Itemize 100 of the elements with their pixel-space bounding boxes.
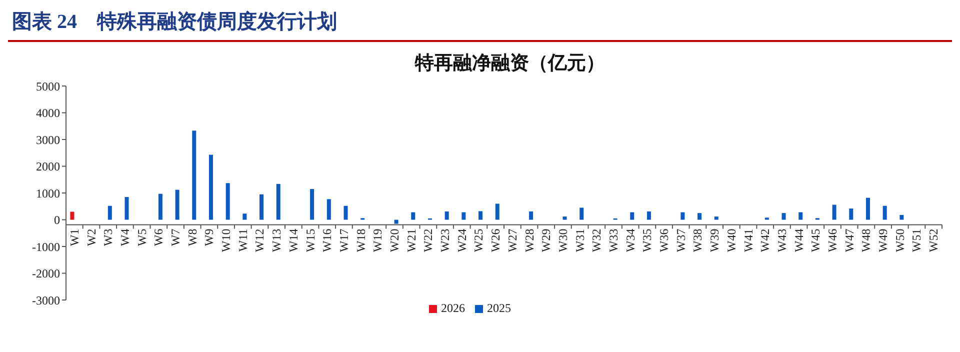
bar: [310, 188, 314, 220]
bar: [698, 213, 702, 220]
bar: [394, 220, 398, 224]
y-tick-label: 3000: [36, 132, 60, 147]
bar: [444, 211, 449, 220]
bar: [798, 212, 803, 220]
x-tick-label: W11: [236, 228, 250, 252]
x-tick-label: W18: [354, 228, 368, 252]
x-tick-label: W19: [370, 228, 385, 252]
x-tick-label: W22: [421, 228, 436, 252]
x-tick-label: W2: [84, 228, 98, 246]
bar: [260, 194, 264, 220]
chart-title: 图表 24 特殊再融资债周度发行计划: [8, 8, 952, 42]
x-tick-label: W15: [303, 228, 318, 252]
bar: [175, 190, 180, 220]
bar: [580, 208, 584, 220]
y-tick-label: 0: [54, 213, 60, 228]
legend-label: 2026: [441, 301, 465, 315]
x-tick-label: W45: [808, 228, 823, 252]
x-tick-label: W30: [556, 228, 570, 252]
x-tick-label: W50: [892, 228, 907, 252]
bar: [866, 198, 870, 220]
x-tick-label: W34: [623, 228, 638, 252]
x-tick-label: W35: [640, 228, 654, 252]
x-tick-label: W49: [876, 228, 890, 252]
bar: [646, 211, 651, 220]
x-tick-label: W31: [572, 228, 587, 252]
x-tick-label: W38: [690, 228, 705, 252]
x-tick-label: W9: [202, 228, 216, 246]
bar: [832, 204, 836, 220]
bar: [124, 197, 129, 220]
x-tick-label: W5: [134, 228, 149, 246]
x-tick-label: W17: [336, 228, 351, 252]
bar: [882, 206, 887, 220]
x-tick-label: W41: [741, 228, 756, 252]
bar: [326, 199, 331, 220]
bar: [70, 212, 74, 220]
x-tick-label: W33: [606, 228, 620, 252]
x-tick-label: W10: [219, 228, 234, 252]
bar: [208, 154, 213, 220]
x-tick-label: W37: [674, 228, 688, 252]
y-tick-label: 1000: [36, 186, 60, 200]
y-tick-label: -2000: [32, 266, 60, 281]
bar: [462, 212, 466, 220]
x-tick-label: W42: [758, 228, 772, 252]
x-tick-label: W14: [286, 228, 300, 252]
x-tick-label: W1: [67, 228, 82, 246]
y-tick-label: 2000: [36, 160, 60, 174]
x-tick-label: W40: [724, 228, 738, 252]
x-tick-label: W44: [792, 228, 806, 252]
bar: [630, 212, 634, 220]
x-tick-label: W26: [488, 228, 503, 252]
x-tick-label: W25: [472, 228, 486, 252]
x-tick-label: W48: [859, 228, 874, 252]
bar: [529, 211, 534, 220]
y-tick-label: -3000: [32, 293, 60, 308]
x-tick-label: W23: [438, 228, 452, 252]
x-tick-label: W36: [657, 228, 672, 252]
x-tick-label: W28: [522, 228, 536, 252]
y-tick-label: -1000: [32, 240, 60, 254]
y-tick-label: 5000: [36, 79, 60, 94]
bar: [411, 212, 416, 220]
bar: [782, 213, 786, 220]
bar: [108, 206, 112, 220]
x-tick-label: W52: [926, 228, 941, 252]
x-tick-label: W29: [539, 228, 554, 252]
x-tick-label: W8: [185, 228, 200, 246]
bar: [478, 211, 483, 220]
x-tick-label: W6: [152, 228, 166, 246]
x-tick-label: W39: [708, 228, 722, 252]
x-tick-label: W12: [252, 228, 267, 252]
x-tick-label: W16: [320, 228, 334, 252]
bar: [192, 130, 196, 220]
x-tick-label: W32: [590, 228, 604, 252]
x-tick-label: W3: [101, 228, 116, 246]
bar: [158, 194, 162, 220]
bar: [680, 212, 685, 220]
bar: [900, 214, 904, 220]
x-tick-label: W47: [842, 228, 856, 252]
x-tick-label: W7: [168, 228, 182, 246]
bar: [344, 206, 348, 220]
chart-subtitle: 特再融净融资（亿元）: [414, 52, 606, 76]
x-tick-label: W13: [270, 228, 284, 252]
x-tick-label: W46: [826, 228, 840, 252]
x-tick-label: W21: [404, 228, 418, 252]
bar: [849, 208, 854, 220]
bar: [226, 183, 230, 220]
x-tick-label: W4: [118, 228, 132, 246]
x-tick-label: W27: [505, 228, 520, 252]
x-tick-label: W24: [454, 228, 469, 252]
bar: [276, 184, 280, 220]
y-tick-label: 4000: [36, 106, 60, 120]
bar: [714, 216, 718, 220]
bar: [562, 216, 567, 220]
bar: [495, 204, 500, 220]
x-tick-label: W20: [388, 228, 402, 252]
legend-label: 2025: [487, 301, 511, 315]
x-tick-label: W51: [910, 228, 924, 252]
bar: [242, 214, 247, 220]
x-tick-label: W43: [774, 228, 789, 252]
